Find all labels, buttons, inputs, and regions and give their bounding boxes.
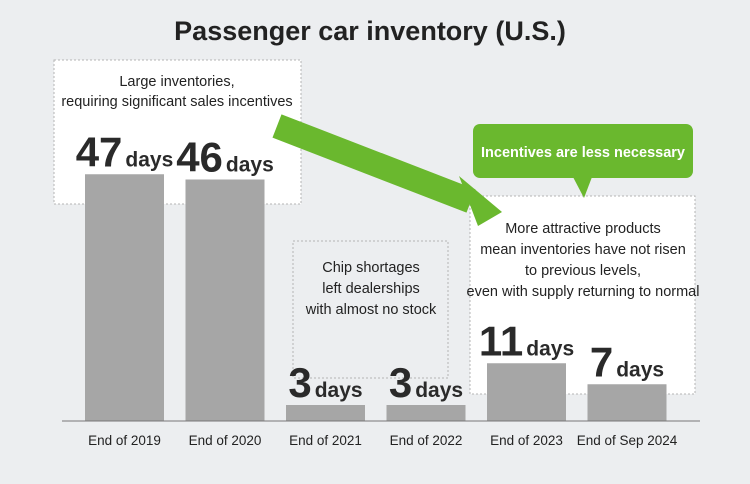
annotation-products-line-1: More attractive products xyxy=(505,221,661,237)
value-label-1: 47 days xyxy=(76,128,174,175)
x-tick-label-2: End of 2020 xyxy=(189,433,262,448)
chart-title: Passenger car inventory (U.S.) xyxy=(174,16,566,46)
annotation-products-line-2: mean inventories have not risen xyxy=(480,242,686,258)
callout-text: Incentives are less necessary xyxy=(481,145,685,161)
bar-1 xyxy=(85,174,164,421)
x-tick-label-3: End of 2021 xyxy=(289,433,362,448)
x-tick-label-5: End of 2023 xyxy=(490,433,563,448)
annotation-box-attractive-products xyxy=(469,195,696,395)
value-labels-group: 47 days 46 days 3 days 3 days 11 days 7 days xyxy=(76,128,664,406)
bar-3 xyxy=(286,405,365,421)
value-label-6: 7 days xyxy=(590,338,664,385)
annotation-products-line-4: even with supply returning to normal xyxy=(467,284,700,300)
callout-bubble xyxy=(473,124,693,178)
bars-group xyxy=(85,174,667,421)
value-label-4: 3 days xyxy=(389,359,463,406)
annotation-chip-line-1: Chip shortages xyxy=(322,260,420,276)
trend-arrow xyxy=(272,114,502,226)
x-tick-label-4: End of 2022 xyxy=(390,433,463,448)
value-label-2: 46 days xyxy=(176,134,274,181)
annotation-chip-line-3: with almost no stock xyxy=(305,302,437,318)
value-label-3: 3 days xyxy=(288,359,362,406)
annotation-large-line-1: Large inventories, xyxy=(119,74,234,90)
bar-6 xyxy=(587,384,667,421)
x-tick-labels-group: End of 2019 End of 2020 End of 2021 End of … xyxy=(88,433,678,448)
value-label-5: 11 days xyxy=(479,317,574,364)
bar-2 xyxy=(185,179,265,421)
bar-4 xyxy=(386,405,466,421)
x-tick-label-1: End of 2019 xyxy=(88,433,161,448)
annotation-large-line-2: requiring significant sales incentives xyxy=(61,94,292,110)
callout-tail xyxy=(573,177,592,198)
annotation-box-chip-shortages xyxy=(292,240,449,379)
x-tick-label-6: End of Sep 2024 xyxy=(577,433,678,448)
annotation-products-line-3: to previous levels, xyxy=(525,263,641,279)
annotation-chip-line-2: left dealerships xyxy=(322,281,420,297)
bar-5 xyxy=(487,363,566,421)
